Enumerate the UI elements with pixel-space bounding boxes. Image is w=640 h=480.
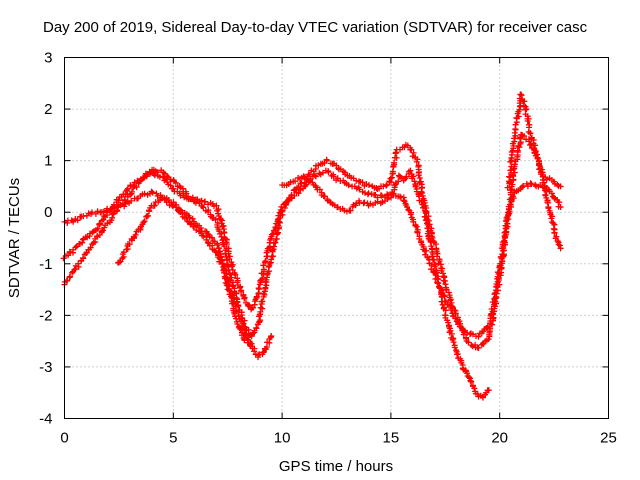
x-tick-label: 5 [169,430,177,447]
series-track-6 [504,91,564,252]
series-track-4 [115,194,255,347]
series-markers [115,194,255,347]
series-markers [504,91,564,252]
x-tick-label: 20 [491,430,508,447]
series-markers [61,167,564,340]
series-layer [60,91,564,401]
series-track-2 [60,131,564,351]
y-tick-label: -4 [39,411,52,428]
series-track-1 [61,167,564,340]
x-axis-title: GPS time / hours [279,458,393,475]
axis-ticks: 0 5 10 15 20 25 -4 -3 -2 -1 0 1 2 3 [39,50,617,447]
y-tick-label: 3 [44,50,52,67]
series-track-5 [279,167,492,401]
y-tick-label: -2 [39,307,52,324]
y-tick-label: 1 [44,153,52,170]
y-tick-label: -3 [39,359,52,376]
series-markers [279,167,492,401]
x-tick-label: 0 [60,430,68,447]
plot-frame [64,57,609,419]
y-axis-title: SDTVAR / TECUs [6,178,23,298]
x-tick-label: 15 [383,430,400,447]
y-tick-label: -1 [39,256,52,273]
x-tick-label: 25 [600,430,617,447]
chart-title: Day 200 of 2019, Sidereal Day-to-day VTE… [43,19,588,36]
y-tick-label: 0 [44,204,52,221]
series-markers [60,131,564,351]
grid [64,57,609,419]
x-tick-label: 10 [274,430,291,447]
y-tick-label: 2 [44,101,52,118]
